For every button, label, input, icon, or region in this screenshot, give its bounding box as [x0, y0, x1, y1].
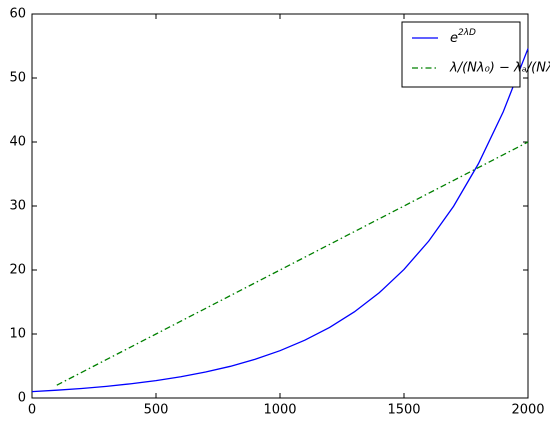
legend-label: e2λD [450, 28, 476, 46]
legend-box [401, 21, 521, 88]
x-tick-label: 1500 [387, 403, 420, 418]
x-tick-label: 1000 [263, 403, 296, 418]
x-tick-label: 2000 [511, 403, 544, 418]
y-tick-label: 30 [9, 199, 26, 214]
y-tick-label: 50 [9, 71, 26, 86]
y-tick-label: 0 [18, 391, 26, 406]
y-tick-label: 40 [9, 135, 26, 150]
series-line [31, 48, 529, 393]
y-tick-label: 20 [9, 263, 26, 278]
y-tick-label: 10 [9, 327, 26, 342]
x-tick-label: 500 [144, 403, 169, 418]
y-tick-label: 60 [9, 7, 26, 22]
legend-label: λ/(Nλ₀) − λₐ/(Nλ₀) [449, 61, 550, 76]
x-tick-label: 0 [28, 403, 36, 418]
series-line [56, 141, 529, 386]
